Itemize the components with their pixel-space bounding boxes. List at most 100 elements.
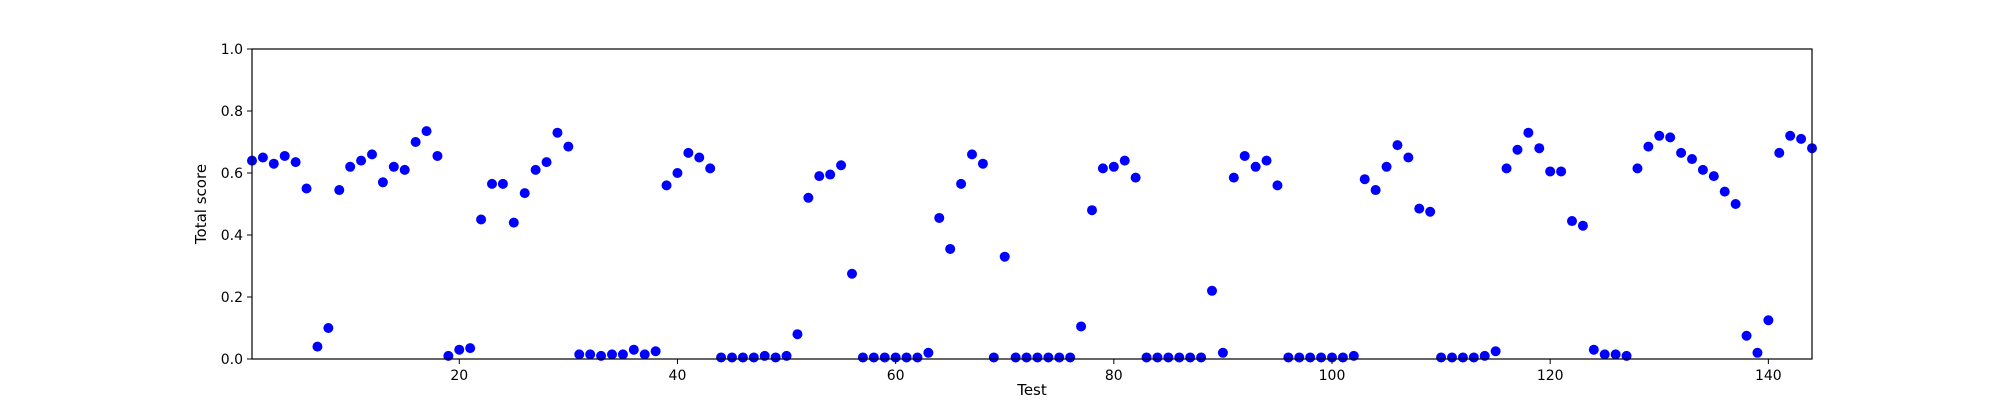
data-point-10 [345, 161, 356, 172]
points-layer [247, 126, 1817, 363]
data-point-9 [334, 185, 345, 196]
data-point-115 [1490, 346, 1501, 357]
data-point-14 [388, 161, 399, 172]
data-point-84 [1152, 352, 1163, 363]
data-point-30 [563, 141, 574, 152]
data-point-143 [1796, 133, 1807, 144]
data-point-45 [727, 352, 737, 363]
data-point-89 [1207, 285, 1217, 296]
data-point-56 [847, 268, 857, 279]
x-tick-label: 20 [450, 368, 468, 384]
x-axis-label: Test [1016, 381, 1047, 399]
data-point-88 [1196, 352, 1207, 363]
x-tick-label: 80 [1105, 368, 1123, 384]
data-point-132 [1676, 147, 1687, 158]
data-point-12 [367, 149, 377, 160]
data-point-49 [770, 352, 781, 363]
data-point-61 [901, 352, 912, 363]
data-point-122 [1567, 216, 1577, 227]
data-point-37 [639, 349, 650, 360]
data-point-2 [257, 152, 268, 163]
data-point-92 [1239, 150, 1250, 161]
data-point-93 [1250, 161, 1261, 172]
data-point-119 [1534, 143, 1545, 154]
data-point-82 [1130, 172, 1141, 183]
data-point-60 [890, 352, 901, 363]
data-point-28 [541, 157, 552, 168]
data-point-125 [1599, 349, 1610, 360]
data-point-54 [825, 169, 836, 180]
data-point-4 [279, 150, 290, 161]
data-point-129 [1643, 141, 1654, 152]
data-point-108 [1414, 203, 1425, 214]
data-point-80 [1108, 161, 1119, 172]
data-point-116 [1501, 163, 1512, 174]
data-point-47 [748, 352, 759, 363]
data-point-41 [683, 147, 694, 158]
data-point-22 [476, 214, 487, 225]
y-tick-label: 0.6 [221, 166, 243, 182]
data-point-71 [1010, 352, 1021, 363]
data-point-55 [836, 160, 847, 171]
y-tick-label: 0.4 [221, 228, 243, 244]
data-point-39 [661, 180, 672, 191]
data-point-3 [268, 158, 279, 169]
data-point-59 [879, 352, 890, 363]
data-point-35 [617, 349, 628, 360]
data-point-138 [1741, 330, 1752, 341]
x-tick-label: 140 [1755, 368, 1782, 384]
data-point-100 [1327, 352, 1337, 363]
data-point-66 [956, 178, 967, 189]
data-point-65 [945, 243, 956, 254]
data-point-133 [1687, 154, 1697, 165]
data-point-101 [1337, 352, 1348, 363]
data-point-78 [1087, 205, 1097, 216]
data-point-53 [814, 171, 825, 182]
y-tick-label: 0.8 [221, 104, 243, 120]
data-point-21 [465, 343, 476, 354]
data-point-46 [737, 352, 748, 363]
data-point-57 [857, 352, 868, 363]
data-point-85 [1163, 352, 1174, 363]
data-point-74 [1043, 352, 1054, 363]
y-axis-label: Total score [192, 164, 210, 245]
data-point-62 [912, 352, 923, 363]
data-point-128 [1632, 163, 1643, 174]
data-point-8 [323, 323, 334, 333]
data-point-34 [607, 349, 617, 360]
data-point-95 [1272, 180, 1283, 191]
data-point-98 [1305, 352, 1316, 363]
data-point-26 [519, 188, 530, 199]
data-point-11 [356, 155, 367, 166]
data-point-25 [508, 217, 519, 228]
data-point-20 [454, 344, 465, 355]
data-point-42 [694, 152, 705, 163]
data-point-126 [1610, 349, 1621, 360]
data-point-38 [650, 346, 661, 357]
data-point-86 [1174, 352, 1185, 363]
plot-frame [251, 48, 1813, 360]
data-point-141 [1774, 147, 1785, 158]
data-point-142 [1785, 130, 1796, 141]
data-point-120 [1545, 166, 1556, 177]
data-point-36 [628, 344, 639, 355]
data-point-24 [497, 178, 508, 189]
data-point-79 [1097, 163, 1108, 174]
data-point-130 [1654, 130, 1665, 141]
data-point-52 [803, 192, 814, 203]
data-point-5 [290, 157, 301, 168]
data-point-76 [1065, 352, 1076, 363]
data-point-123 [1577, 220, 1588, 231]
data-point-113 [1468, 352, 1479, 363]
data-point-91 [1228, 172, 1239, 183]
data-point-136 [1719, 186, 1730, 197]
data-point-96 [1283, 352, 1294, 363]
y-tick-label: 0.0 [221, 352, 243, 368]
data-point-63 [923, 347, 934, 358]
data-point-64 [934, 212, 945, 223]
data-point-106 [1392, 140, 1403, 151]
data-point-44 [716, 352, 727, 363]
x-tick-label: 40 [669, 368, 687, 384]
data-point-99 [1316, 352, 1327, 363]
